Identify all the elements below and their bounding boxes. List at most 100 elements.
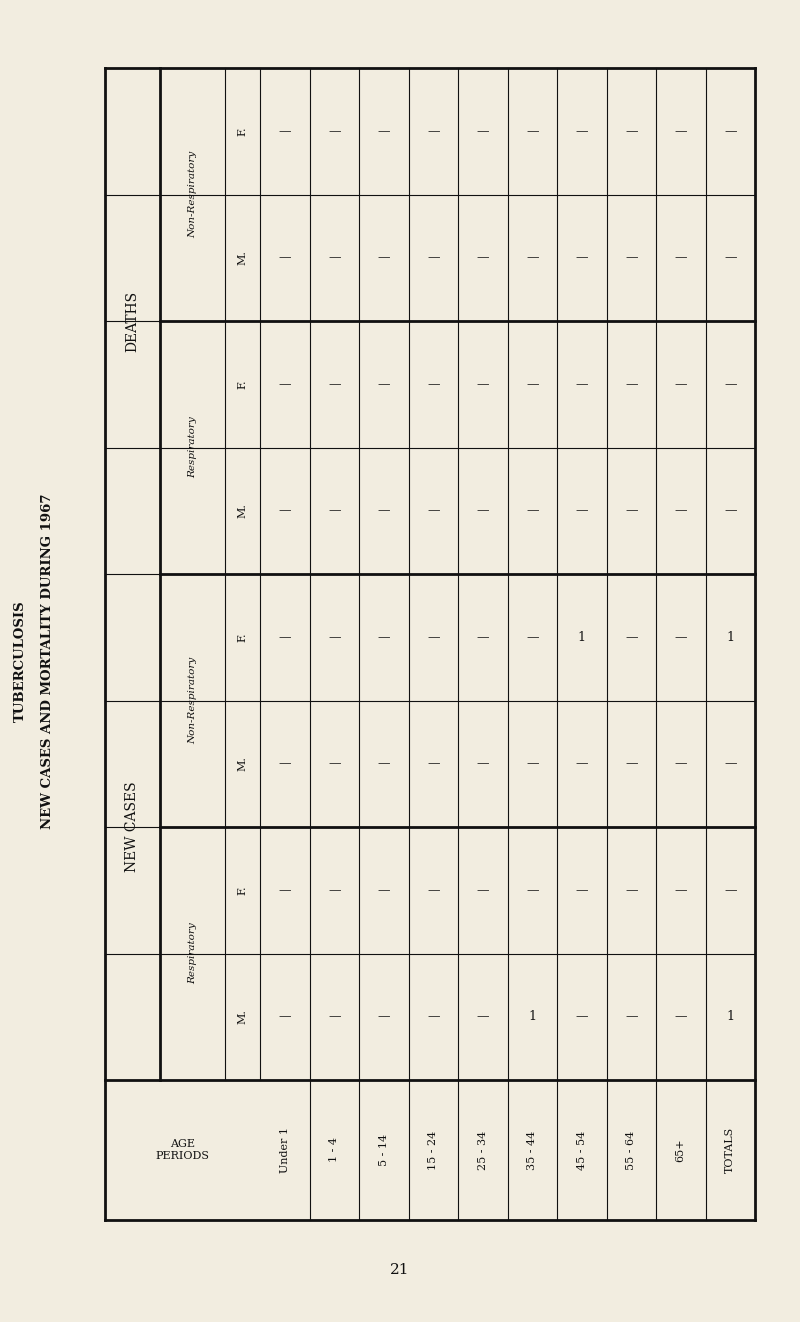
Text: —: —	[724, 883, 737, 896]
Text: —: —	[278, 1010, 291, 1023]
Text: Non-Respiratory: Non-Respiratory	[188, 657, 197, 744]
Text: —: —	[328, 631, 341, 644]
Text: —: —	[625, 631, 638, 644]
Text: AGE
PERIODS: AGE PERIODS	[155, 1140, 210, 1161]
Text: —: —	[378, 124, 390, 137]
Text: —: —	[526, 504, 538, 517]
Text: —: —	[278, 883, 291, 896]
Text: —: —	[378, 1010, 390, 1023]
Text: M.: M.	[238, 250, 247, 266]
Text: —: —	[427, 124, 439, 137]
Text: —: —	[526, 883, 538, 896]
Text: —: —	[575, 758, 588, 771]
Text: —: —	[674, 251, 687, 264]
Text: —: —	[278, 758, 291, 771]
Text: 1: 1	[726, 1010, 734, 1023]
Text: —: —	[278, 504, 291, 517]
Text: —: —	[477, 124, 489, 137]
Text: —: —	[575, 504, 588, 517]
Text: —: —	[724, 504, 737, 517]
Text: —: —	[278, 378, 291, 391]
Text: —: —	[328, 504, 341, 517]
Text: —: —	[575, 378, 588, 391]
Text: —: —	[477, 504, 489, 517]
Text: —: —	[575, 883, 588, 896]
Text: —: —	[278, 124, 291, 137]
Text: —: —	[328, 124, 341, 137]
Text: —: —	[625, 504, 638, 517]
Text: 1: 1	[726, 631, 734, 644]
Text: —: —	[378, 883, 390, 896]
Text: —: —	[427, 758, 439, 771]
Text: —: —	[526, 631, 538, 644]
Text: —: —	[575, 124, 588, 137]
Text: —: —	[328, 883, 341, 896]
Text: F.: F.	[238, 127, 247, 136]
Text: —: —	[575, 251, 588, 264]
Text: 1: 1	[528, 1010, 536, 1023]
Text: —: —	[427, 504, 439, 517]
Text: —: —	[477, 1010, 489, 1023]
Text: M.: M.	[238, 756, 247, 771]
Text: —: —	[328, 1010, 341, 1023]
Text: —: —	[724, 758, 737, 771]
Text: —: —	[378, 251, 390, 264]
Text: —: —	[625, 124, 638, 137]
Text: TOTALS: TOTALS	[726, 1126, 735, 1173]
Text: 65+: 65+	[676, 1138, 686, 1162]
Text: 1: 1	[578, 631, 586, 644]
Text: —: —	[427, 883, 439, 896]
Text: —: —	[477, 883, 489, 896]
Text: Non-Respiratory: Non-Respiratory	[188, 151, 197, 238]
Text: F.: F.	[238, 379, 247, 389]
Text: 35 - 44: 35 - 44	[527, 1130, 538, 1170]
Text: M.: M.	[238, 504, 247, 518]
Text: —: —	[427, 1010, 439, 1023]
Text: 15 - 24: 15 - 24	[428, 1130, 438, 1170]
Text: —: —	[724, 124, 737, 137]
Text: —: —	[378, 378, 390, 391]
Text: —: —	[328, 758, 341, 771]
Text: DEATHS: DEATHS	[126, 291, 139, 352]
Text: —: —	[526, 124, 538, 137]
Text: —: —	[724, 378, 737, 391]
Text: —: —	[674, 1010, 687, 1023]
Text: —: —	[526, 251, 538, 264]
Text: —: —	[724, 251, 737, 264]
Text: —: —	[378, 504, 390, 517]
Text: M.: M.	[238, 1009, 247, 1025]
Text: —: —	[526, 758, 538, 771]
Text: Respiratory: Respiratory	[188, 416, 197, 479]
Text: F.: F.	[238, 886, 247, 895]
Text: —: —	[674, 378, 687, 391]
Text: —: —	[674, 124, 687, 137]
Text: —: —	[625, 1010, 638, 1023]
Text: —: —	[328, 378, 341, 391]
Text: —: —	[625, 378, 638, 391]
Text: 5 - 14: 5 - 14	[378, 1134, 389, 1166]
Text: 25 - 34: 25 - 34	[478, 1130, 488, 1170]
Text: —: —	[427, 631, 439, 644]
Text: NEW CASES: NEW CASES	[126, 781, 139, 873]
Text: F.: F.	[238, 632, 247, 642]
Text: —: —	[575, 1010, 588, 1023]
Text: 21: 21	[390, 1263, 410, 1277]
Text: —: —	[526, 378, 538, 391]
Text: Under 1: Under 1	[280, 1126, 290, 1173]
Text: —: —	[278, 631, 291, 644]
Text: —: —	[674, 758, 687, 771]
Text: Respiratory: Respiratory	[188, 923, 197, 985]
Text: —: —	[674, 504, 687, 517]
Text: —: —	[625, 758, 638, 771]
Text: NEW CASES AND MORTALITY DURING 1967: NEW CASES AND MORTALITY DURING 1967	[42, 493, 54, 829]
Text: —: —	[477, 378, 489, 391]
Text: —: —	[477, 758, 489, 771]
Text: 55 - 64: 55 - 64	[626, 1130, 636, 1170]
Text: —: —	[477, 251, 489, 264]
Text: TUBERCULOSIS: TUBERCULOSIS	[14, 600, 26, 722]
Text: —: —	[477, 631, 489, 644]
Text: —: —	[427, 378, 439, 391]
Text: —: —	[427, 251, 439, 264]
Text: —: —	[278, 251, 291, 264]
Text: —: —	[674, 631, 687, 644]
